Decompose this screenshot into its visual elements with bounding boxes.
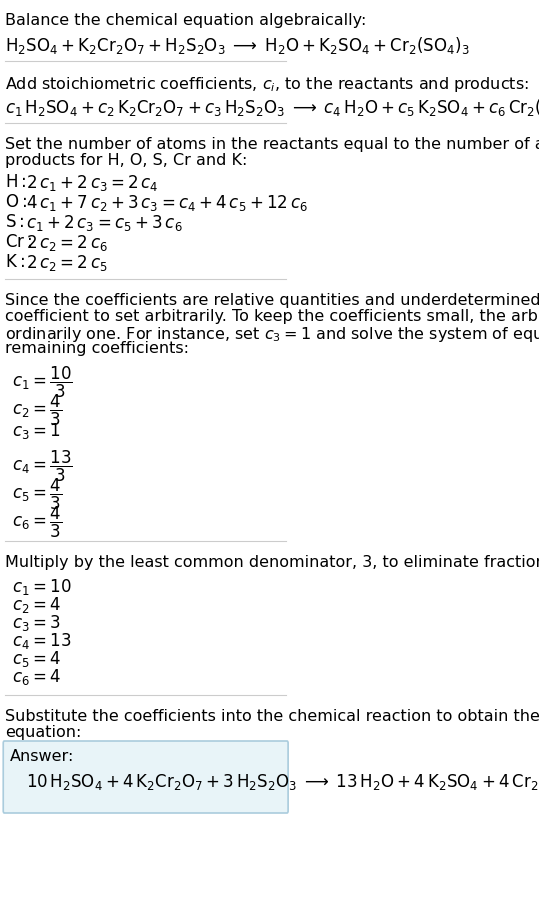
Text: $c_1 = \dfrac{10}{3}$: $c_1 = \dfrac{10}{3}$ xyxy=(12,365,73,400)
Text: $2\,c_1 + 2\,c_3 = 2\,c_4$: $2\,c_1 + 2\,c_3 = 2\,c_4$ xyxy=(26,173,158,193)
Text: Substitute the coefficients into the chemical reaction to obtain the balanced: Substitute the coefficients into the che… xyxy=(5,709,539,724)
Text: $2\,c_2 = 2\,c_5$: $2\,c_2 = 2\,c_5$ xyxy=(26,253,107,273)
Text: $\mathrm{H_2SO_4 + K_2Cr_2O_7 + H_2S_2O_3 \;\longrightarrow\; H_2O + K_2SO_4 + C: $\mathrm{H_2SO_4 + K_2Cr_2O_7 + H_2S_2O_… xyxy=(5,35,470,56)
Text: $c_6 = \dfrac{4}{3}$: $c_6 = \dfrac{4}{3}$ xyxy=(12,505,62,540)
Text: Since the coefficients are relative quantities and underdetermined, choose a: Since the coefficients are relative quan… xyxy=(5,293,539,308)
Text: $4\,c_1 + 7\,c_2 + 3\,c_3 = c_4 + 4\,c_5 + 12\,c_6$: $4\,c_1 + 7\,c_2 + 3\,c_3 = c_4 + 4\,c_5… xyxy=(26,193,308,213)
Text: $c_5 = \dfrac{4}{3}$: $c_5 = \dfrac{4}{3}$ xyxy=(12,477,62,512)
Text: $c_6 = 4$: $c_6 = 4$ xyxy=(12,667,61,687)
Text: Multiply by the least common denominator, 3, to eliminate fractional coefficient: Multiply by the least common denominator… xyxy=(5,555,539,570)
Text: $c_3 = 3$: $c_3 = 3$ xyxy=(12,613,60,633)
Text: Answer:: Answer: xyxy=(10,749,74,764)
Text: ordinarily one. For instance, set $c_3 = 1$ and solve the system of equations fo: ordinarily one. For instance, set $c_3 =… xyxy=(5,325,539,344)
Text: $c_5 = 4$: $c_5 = 4$ xyxy=(12,649,61,669)
Text: remaining coefficients:: remaining coefficients: xyxy=(5,341,189,356)
Text: Balance the chemical equation algebraically:: Balance the chemical equation algebraica… xyxy=(5,13,367,28)
Text: $c_2 = 4$: $c_2 = 4$ xyxy=(12,595,61,615)
Text: $c_1 = 10$: $c_1 = 10$ xyxy=(12,577,71,597)
Text: $c_4 = \dfrac{13}{3}$: $c_4 = \dfrac{13}{3}$ xyxy=(12,449,73,484)
FancyBboxPatch shape xyxy=(3,741,288,813)
Text: $\mathrm{O:}$: $\mathrm{O:}$ xyxy=(5,193,27,211)
Text: $\mathrm{H:}$: $\mathrm{H:}$ xyxy=(5,173,27,191)
Text: $\mathrm{S:}$: $\mathrm{S:}$ xyxy=(5,213,25,231)
Text: $c_1 + 2\,c_3 = c_5 + 3\,c_6$: $c_1 + 2\,c_3 = c_5 + 3\,c_6$ xyxy=(26,213,183,233)
Text: equation:: equation: xyxy=(5,725,82,740)
Text: $c_4 = 13$: $c_4 = 13$ xyxy=(12,631,71,651)
Text: $10\,\mathrm{H_2SO_4} + 4\,\mathrm{K_2Cr_2O_7} + 3\,\mathrm{H_2S_2O_3} \;\longri: $10\,\mathrm{H_2SO_4} + 4\,\mathrm{K_2Cr… xyxy=(26,771,539,792)
Text: $2\,c_2 = 2\,c_6$: $2\,c_2 = 2\,c_6$ xyxy=(26,233,108,253)
Text: $c_3 = 1$: $c_3 = 1$ xyxy=(12,421,60,441)
Text: $c_2 = \dfrac{4}{3}$: $c_2 = \dfrac{4}{3}$ xyxy=(12,393,62,429)
Text: coefficient to set arbitrarily. To keep the coefficients small, the arbitrary va: coefficient to set arbitrarily. To keep … xyxy=(5,309,539,324)
Text: $\mathrm{Cr:}$: $\mathrm{Cr:}$ xyxy=(5,233,33,251)
Text: $c_1\,\mathrm{H_2SO_4} + c_2\,\mathrm{K_2Cr_2O_7} + c_3\,\mathrm{H_2S_2O_3} \;\l: $c_1\,\mathrm{H_2SO_4} + c_2\,\mathrm{K_… xyxy=(5,97,539,118)
Text: Add stoichiometric coefficients, $c_i$, to the reactants and products:: Add stoichiometric coefficients, $c_i$, … xyxy=(5,75,529,94)
Text: products for H, O, S, Cr and K:: products for H, O, S, Cr and K: xyxy=(5,153,248,168)
Text: $\mathrm{K:}$: $\mathrm{K:}$ xyxy=(5,253,25,271)
Text: Set the number of atoms in the reactants equal to the number of atoms in the: Set the number of atoms in the reactants… xyxy=(5,137,539,152)
